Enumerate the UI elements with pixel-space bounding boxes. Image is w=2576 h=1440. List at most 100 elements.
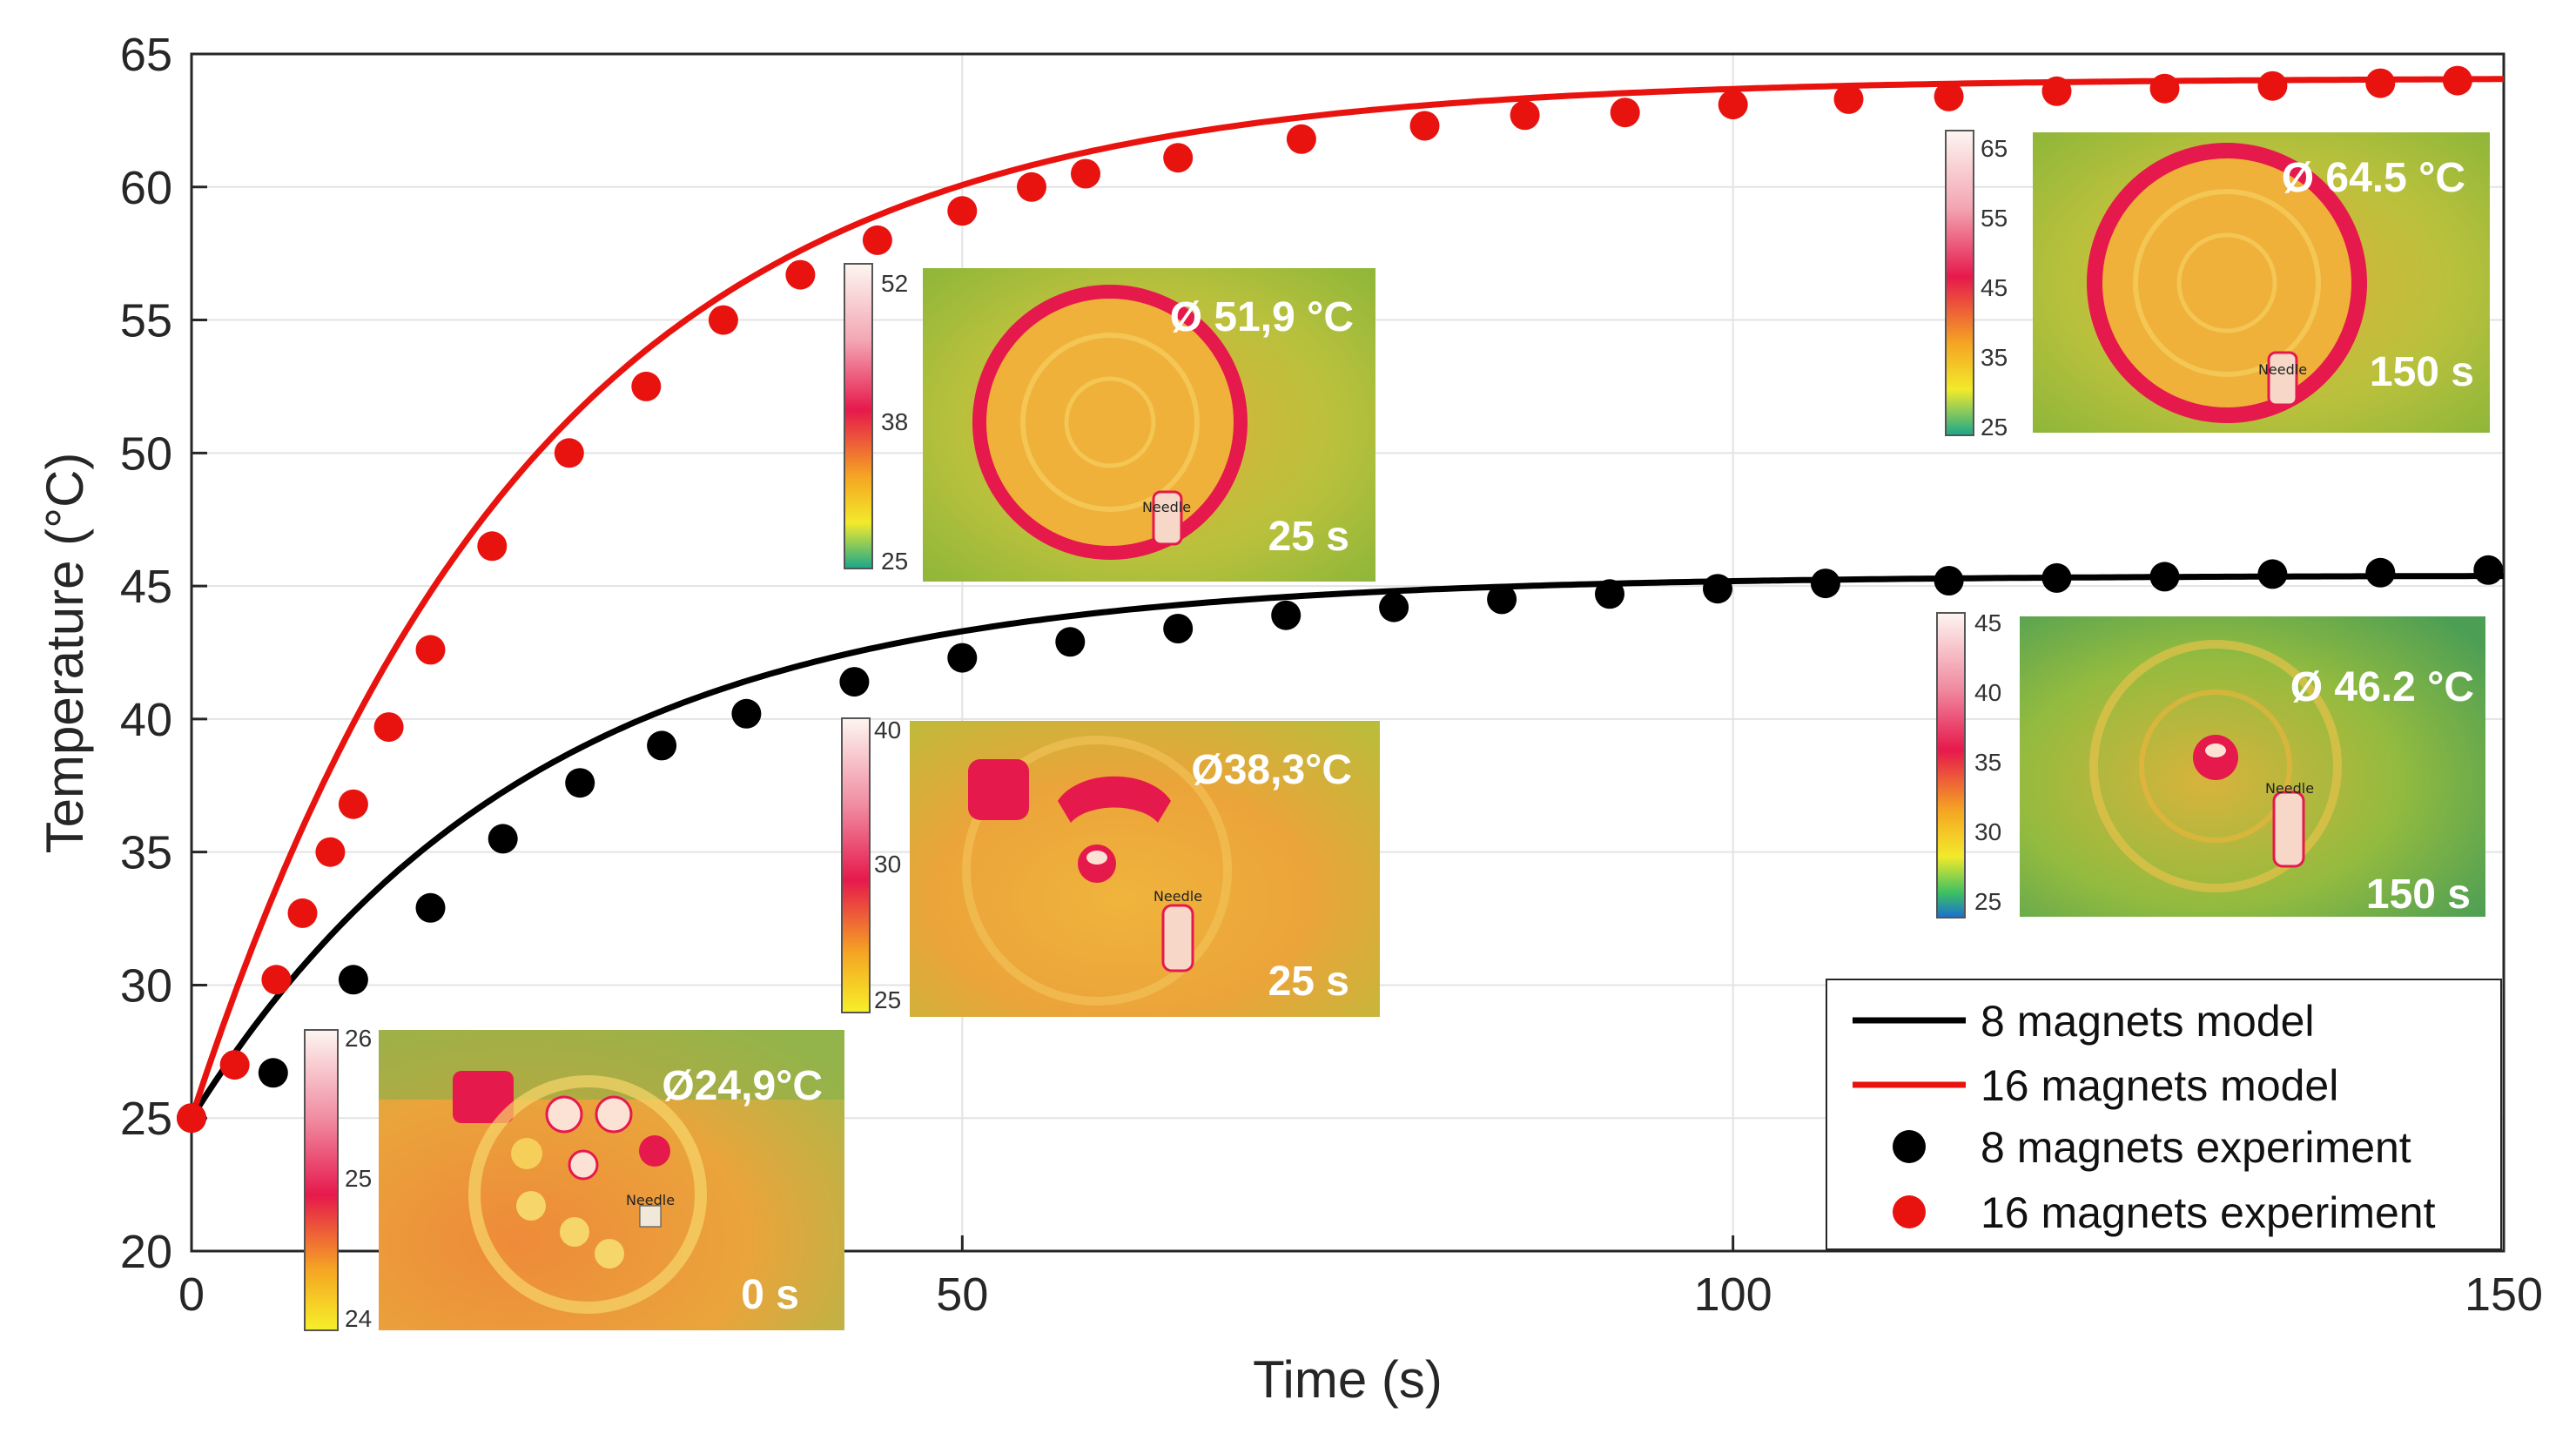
data-point <box>947 643 978 673</box>
disc-center-ring <box>2176 232 2277 333</box>
scale-tick: 25 <box>874 986 901 1013</box>
data-point <box>647 730 677 761</box>
data-point <box>373 712 404 743</box>
data-point <box>785 259 816 290</box>
model-curves <box>188 76 2504 1120</box>
hot-arc <box>1058 776 1171 823</box>
data-point <box>2365 557 2396 588</box>
disc-inner-ring <box>2133 189 2321 377</box>
data-point <box>1703 574 1732 604</box>
y-tick-label: 20 <box>120 1226 172 1278</box>
y-tick-label: 65 <box>120 29 172 81</box>
scale-tick: 65 <box>1981 135 2008 162</box>
data-point <box>1810 569 1840 599</box>
needle-marker <box>1152 490 1183 546</box>
inset-time: 0 s <box>741 1272 799 1318</box>
scale-tick: 26 <box>345 1025 372 1052</box>
data-point <box>2257 559 2288 589</box>
scale-tick: 35 <box>1981 344 2008 371</box>
legend-label: 8 magnets experiment <box>1981 1123 2411 1172</box>
data-point <box>219 1050 250 1080</box>
scale-tick: 45 <box>1974 609 2001 636</box>
data-point <box>2257 71 2288 101</box>
data-point <box>1487 584 1517 615</box>
disc-ring <box>972 285 1248 560</box>
data-point <box>1017 172 1046 202</box>
x-tick-label: 150 <box>2465 1268 2543 1321</box>
data-point <box>477 531 508 562</box>
hole <box>516 1191 546 1221</box>
data-point <box>315 837 346 867</box>
color-scale-bar <box>1936 612 1966 919</box>
x-tick-label: 50 <box>936 1268 988 1321</box>
inset-temperature: Ø 46.2 °C <box>2290 664 2474 710</box>
disc-ring <box>962 736 1232 1006</box>
thermal-inset-25s-16: 52 38 25 Needle Ø 51,9 °C 25 s <box>844 263 1375 582</box>
data-point <box>338 789 368 819</box>
series-line <box>188 76 2504 1120</box>
data-point <box>261 965 292 995</box>
data-point <box>565 768 595 798</box>
data-point <box>415 892 446 923</box>
x-tick-label: 0 <box>178 1268 205 1321</box>
y-tick-label: 40 <box>120 694 172 746</box>
data-point <box>2365 68 2396 98</box>
data-point <box>2149 562 2180 592</box>
data-point <box>1271 600 1301 630</box>
x-axis-label: Time (s) <box>1253 1350 1443 1409</box>
scale-tick: 30 <box>874 851 901 878</box>
legend-label: 8 magnets model <box>1981 997 2315 1046</box>
scale-tick: 45 <box>1981 274 2008 301</box>
scale-tick: 25 <box>1981 414 2008 441</box>
legend-label: 16 magnets experiment <box>1981 1188 2436 1237</box>
disc-inner-ring <box>1020 333 1200 512</box>
y-axis-label: Temperature (°C) <box>36 453 94 854</box>
legend-swatch-dot <box>1893 1130 1926 1163</box>
data-point <box>1833 84 1864 114</box>
thermal-inset-150s-8: 45 40 35 30 25 Needle Ø 46.2 °C 150 s <box>1936 609 2485 919</box>
data-point <box>1286 124 1316 154</box>
data-point <box>1055 627 1086 657</box>
data-point <box>287 898 318 928</box>
data-point <box>1934 566 1964 596</box>
disc-ring <box>468 1075 707 1314</box>
inset-temperature: Ø 51,9 °C <box>1170 294 1354 340</box>
scale-tick: 24 <box>345 1305 372 1332</box>
data-point <box>2041 76 2072 106</box>
inset-temperature: Ø38,3°C <box>1191 747 1352 793</box>
series-line <box>189 573 2504 1120</box>
x-tick-label: 100 <box>1694 1268 1772 1321</box>
disc-center-ring <box>1064 376 1156 468</box>
hole <box>511 1138 542 1169</box>
center-core <box>2205 744 2226 757</box>
inset-time: 150 s <box>2370 349 2474 395</box>
data-point <box>631 371 662 401</box>
needle-marker <box>2267 351 2298 407</box>
legend-swatch-dot <box>1893 1195 1926 1228</box>
data-point <box>1071 158 1100 189</box>
y-tick-label: 55 <box>120 295 172 347</box>
y-tick-label: 35 <box>120 827 172 879</box>
data-point <box>2473 555 2504 585</box>
data-point <box>554 438 584 468</box>
y-tick-label: 60 <box>120 162 172 214</box>
data-point <box>2041 562 2072 593</box>
y-tick-label: 45 <box>120 561 172 613</box>
inset-temperature: Ø 64.5 °C <box>2282 155 2465 201</box>
color-scale-bar <box>1945 130 1974 436</box>
hole <box>568 1149 599 1181</box>
hole <box>595 1239 624 1268</box>
inset-time: 25 s <box>1268 514 1349 560</box>
legend: 8 magnets model 16 magnets model 8 magne… <box>1826 979 2502 1250</box>
data-point <box>1718 90 1748 120</box>
data-point <box>1163 143 1194 173</box>
scale-tick: 40 <box>1974 679 2001 706</box>
thermal-inset-0s: 26 25 24 Needle Ø24,9°C 0 s <box>304 1025 844 1332</box>
center-core <box>1086 851 1107 865</box>
data-point <box>1163 614 1194 643</box>
scale-tick: 30 <box>1974 818 2001 845</box>
y-tick-label: 25 <box>120 1093 172 1145</box>
needle-label: Needle <box>2258 361 2307 378</box>
data-point <box>839 667 870 697</box>
disc-ring <box>2089 640 2342 892</box>
